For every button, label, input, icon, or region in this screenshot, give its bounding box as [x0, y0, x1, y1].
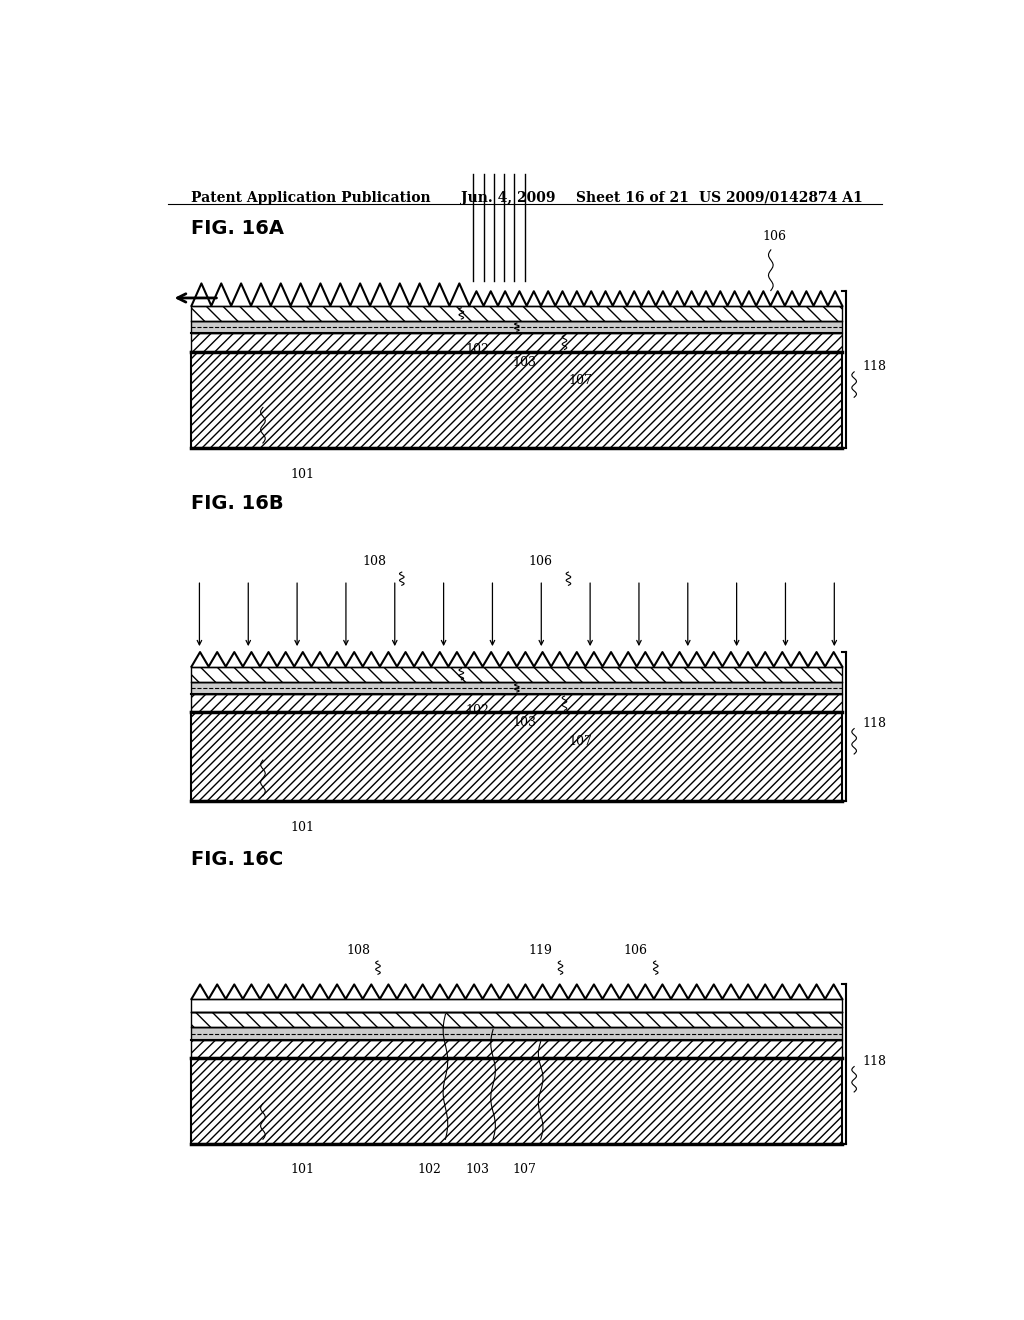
Text: Sheet 16 of 21: Sheet 16 of 21 [577, 191, 689, 205]
Text: 102: 102 [418, 1163, 441, 1176]
Bar [191, 667, 842, 682]
Bar [191, 333, 842, 351]
Text: 101: 101 [291, 1163, 314, 1176]
Bar [191, 306, 842, 321]
Bar [191, 321, 842, 333]
Text: FIG. 16A: FIG. 16A [191, 219, 285, 239]
Text: 106: 106 [528, 554, 553, 568]
Text: US 2009/0142874 A1: US 2009/0142874 A1 [699, 191, 863, 205]
Text: 118: 118 [862, 1055, 886, 1068]
Text: 119: 119 [528, 944, 553, 957]
Text: 106: 106 [763, 230, 786, 243]
Bar [191, 1057, 842, 1144]
Text: 103: 103 [513, 355, 537, 368]
Bar [191, 999, 842, 1012]
Text: 118: 118 [862, 360, 886, 374]
Bar [191, 1040, 842, 1057]
Bar [191, 694, 842, 713]
Text: 107: 107 [568, 735, 592, 747]
Bar [191, 351, 842, 447]
Bar [191, 682, 842, 694]
Bar [191, 1012, 842, 1027]
Text: 102: 102 [465, 343, 489, 356]
Text: 108: 108 [346, 944, 370, 957]
Text: 107: 107 [568, 374, 592, 387]
Text: FIG. 16C: FIG. 16C [191, 850, 284, 869]
Text: 107: 107 [513, 1163, 537, 1176]
Text: 101: 101 [291, 469, 314, 482]
Text: 108: 108 [362, 554, 386, 568]
Text: 102: 102 [465, 704, 489, 717]
Text: Jun. 4, 2009: Jun. 4, 2009 [461, 191, 556, 205]
Text: 103: 103 [465, 1163, 489, 1176]
Bar [191, 713, 842, 801]
Text: FIG. 16B: FIG. 16B [191, 494, 284, 512]
Bar [191, 1027, 842, 1040]
Text: 106: 106 [624, 944, 648, 957]
Text: 103: 103 [513, 717, 537, 730]
Text: 101: 101 [291, 821, 314, 834]
Text: 118: 118 [862, 717, 886, 730]
Text: Patent Application Publication: Patent Application Publication [191, 191, 431, 205]
